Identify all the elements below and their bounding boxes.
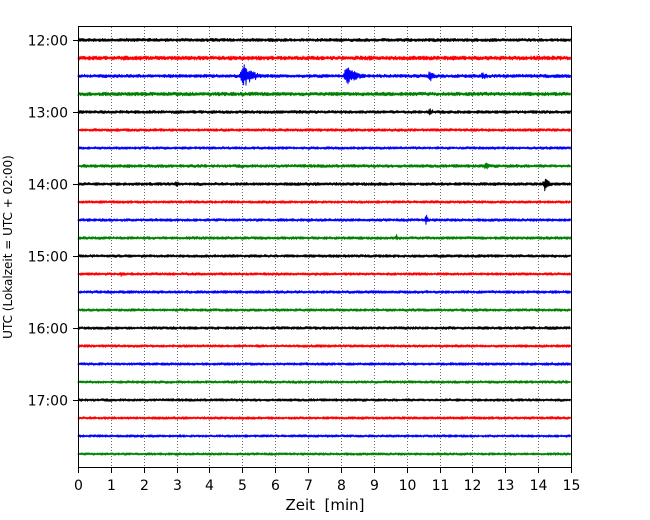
trace-series (77, 37, 572, 456)
x-tick-label-14: 14 (530, 478, 548, 494)
x-tick-label-0: 0 (74, 478, 83, 494)
y-tick-label-1600: 16:00 (28, 322, 68, 338)
trace-21 (77, 416, 572, 420)
trace-22 (77, 434, 572, 438)
x-tick-label-13: 13 (497, 478, 515, 494)
x-tick-label-9: 9 (370, 478, 379, 494)
trace-14 (77, 290, 572, 294)
y-tick-label-1400: 14:00 (28, 178, 68, 194)
trace-15 (77, 308, 572, 312)
x-tick-label-3: 3 (173, 478, 182, 494)
trace-19 (77, 380, 572, 384)
y-tick-label-1200: 12:00 (28, 34, 68, 50)
trace-9 (77, 200, 572, 204)
x-tick-label-4: 4 (205, 478, 214, 494)
trace-20 (77, 398, 572, 402)
x-tick-label-5: 5 (238, 478, 247, 494)
trace-10 (77, 214, 572, 225)
trace-7 (77, 162, 572, 170)
trace-2 (77, 64, 572, 86)
trace-11 (77, 234, 572, 241)
x-tick-label-2: 2 (140, 478, 149, 494)
x-tick-label-11: 11 (432, 478, 450, 494)
trace-8 (77, 178, 572, 192)
x-tick-label-1: 1 (107, 478, 116, 494)
trace-18 (77, 362, 572, 366)
trace-1 (77, 55, 572, 61)
y-tick-label-1500: 15:00 (28, 250, 68, 266)
y-axis-label: UTC (Lokalzeit = UTC + 02:00) (1, 155, 15, 339)
plot-frame (78, 26, 572, 468)
y-tick-label-1700: 17:00 (28, 394, 68, 410)
x-tick-label-6: 6 (271, 478, 280, 494)
trace-13 (77, 272, 572, 277)
trace-5 (77, 128, 572, 132)
x-axis-ticks: 0 1 2 3 4 5 6 7 8 9 10 11 12 13 14 15 (74, 468, 580, 494)
x-tick-label-10: 10 (399, 478, 417, 494)
trace-4 (77, 108, 572, 116)
x-tick-label-12: 12 (464, 478, 482, 494)
x-tick-label-15: 15 (563, 478, 581, 494)
trace-3 (77, 91, 572, 97)
trace-17 (77, 344, 572, 348)
x-axis-label: Zeit [min] (285, 496, 364, 514)
x-tick-label-8: 8 (337, 478, 346, 494)
trace-12 (77, 254, 572, 258)
y-axis-ticks: 12:00 13:00 14:00 15:00 16:00 17:00 (28, 34, 78, 410)
x-tick-label-7: 7 (304, 478, 313, 494)
trace-0 (77, 37, 572, 43)
trace-6 (77, 146, 572, 150)
trace-16 (77, 326, 572, 330)
y-tick-label-1300: 13:00 (28, 106, 68, 122)
trace-23 (77, 452, 572, 456)
